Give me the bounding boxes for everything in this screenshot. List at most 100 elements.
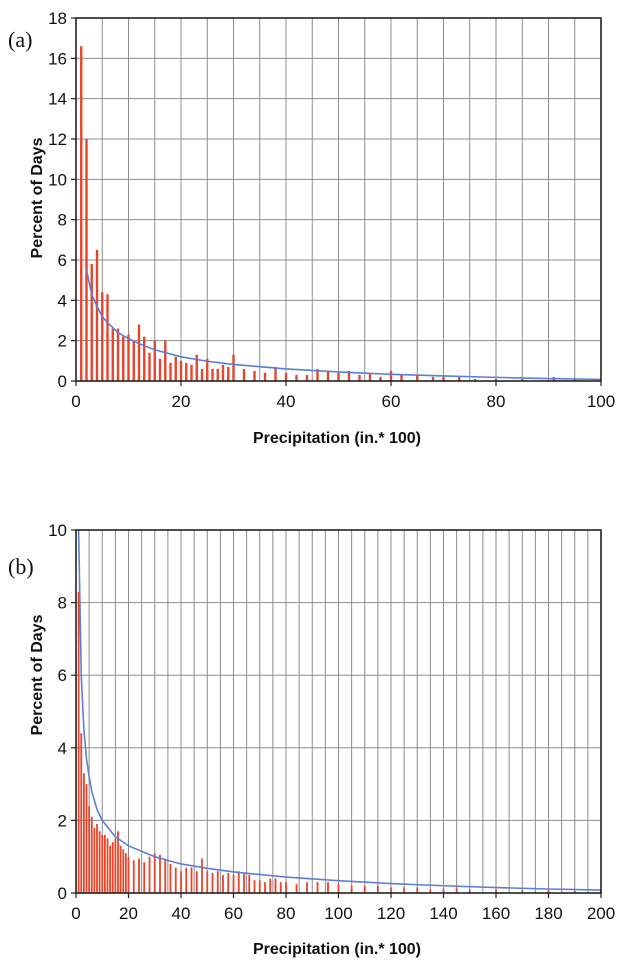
bar xyxy=(442,888,445,893)
bar xyxy=(195,871,198,893)
bar xyxy=(232,874,235,893)
bar xyxy=(376,885,379,893)
bar xyxy=(77,591,80,893)
bar xyxy=(90,264,93,381)
bar xyxy=(211,368,214,381)
bar xyxy=(138,858,140,893)
bar xyxy=(458,376,461,381)
fit-curve-a xyxy=(85,269,602,381)
bar xyxy=(495,889,497,893)
bar xyxy=(85,139,88,381)
y-axis-label-b: Percent of Days xyxy=(29,614,46,735)
bar xyxy=(190,364,193,381)
bar xyxy=(274,878,277,893)
bar xyxy=(573,890,576,893)
bar xyxy=(174,867,177,893)
bar xyxy=(148,856,151,893)
bar xyxy=(200,368,204,381)
x-tick-label: 60 xyxy=(382,392,401,411)
bar xyxy=(263,372,267,381)
x-tick-label: 100 xyxy=(587,392,615,411)
x-tick-label: 200 xyxy=(587,904,615,923)
bar xyxy=(521,890,524,893)
x-tick-label: 180 xyxy=(534,904,562,923)
bar xyxy=(80,733,83,893)
bar xyxy=(179,360,183,381)
bar xyxy=(190,867,193,893)
y-tick-label: 0 xyxy=(58,884,67,903)
bar xyxy=(95,249,99,381)
y-ticks-a: 0 2 4 6 8 10 12 14 16 18 xyxy=(48,9,76,391)
bar xyxy=(468,889,471,893)
bar xyxy=(143,336,146,381)
bar xyxy=(98,831,101,893)
bar xyxy=(153,340,156,381)
bar xyxy=(253,880,256,893)
bar xyxy=(573,378,576,381)
x-tick-label: 120 xyxy=(377,904,405,923)
bar xyxy=(221,364,225,381)
bar xyxy=(127,856,130,893)
x-tick-label: 40 xyxy=(277,392,296,411)
bar xyxy=(132,860,135,893)
bar xyxy=(195,354,198,381)
chart-panel-a: 0 2 4 6 8 10 12 14 16 18 0 20 40 60 80 100 (a) Percent… xyxy=(8,9,615,447)
y-tick-label: 10 xyxy=(48,170,67,189)
bar xyxy=(285,882,287,893)
y-tick-label: 14 xyxy=(48,90,67,109)
bar xyxy=(416,374,419,381)
y-tick-label: 6 xyxy=(58,666,67,685)
bar xyxy=(295,374,298,381)
bar xyxy=(111,842,114,893)
panel-label-a: (a) xyxy=(8,27,32,52)
bar xyxy=(248,874,251,893)
bar xyxy=(416,887,419,893)
bar xyxy=(148,352,151,381)
fit-curve-line xyxy=(85,269,602,381)
bar xyxy=(232,354,235,381)
x-tick-label: 20 xyxy=(119,904,138,923)
bar xyxy=(158,358,162,381)
grid-b xyxy=(76,530,601,893)
bar xyxy=(137,324,141,381)
x-axis-label-b: Precipitation (in.* 100) xyxy=(253,941,421,958)
bar xyxy=(216,368,219,381)
bar xyxy=(174,356,177,381)
y-tick-label: 12 xyxy=(48,130,67,149)
bar xyxy=(327,882,329,893)
y-tick-label: 2 xyxy=(58,332,67,351)
panel-label-b: (b) xyxy=(8,554,34,579)
bar xyxy=(206,358,209,381)
plot-frame xyxy=(75,17,602,382)
bar xyxy=(521,378,524,381)
bar xyxy=(90,816,93,893)
bar xyxy=(264,882,266,893)
bar xyxy=(185,867,188,893)
bar xyxy=(390,887,392,893)
bar xyxy=(127,334,130,381)
bar xyxy=(153,853,156,893)
bar xyxy=(101,834,104,893)
bar xyxy=(124,853,127,893)
bar xyxy=(279,882,282,893)
bar xyxy=(159,854,161,893)
x-tick-label: 40 xyxy=(172,904,191,923)
bar xyxy=(96,824,98,893)
bars-a xyxy=(80,46,576,381)
bar xyxy=(109,845,112,893)
bar xyxy=(132,340,135,381)
bar xyxy=(347,370,351,381)
bar xyxy=(350,885,353,893)
y-axis-label-a: Percent of Days xyxy=(29,137,46,258)
bar xyxy=(101,292,104,381)
y-tick-label: 4 xyxy=(58,291,67,310)
y-tick-label: 8 xyxy=(58,211,67,230)
bar xyxy=(185,362,188,381)
x-tick-label: 160 xyxy=(482,904,510,923)
bar xyxy=(116,328,120,381)
bar xyxy=(227,366,230,381)
y-tick-label: 18 xyxy=(48,9,67,28)
bar xyxy=(143,862,146,893)
